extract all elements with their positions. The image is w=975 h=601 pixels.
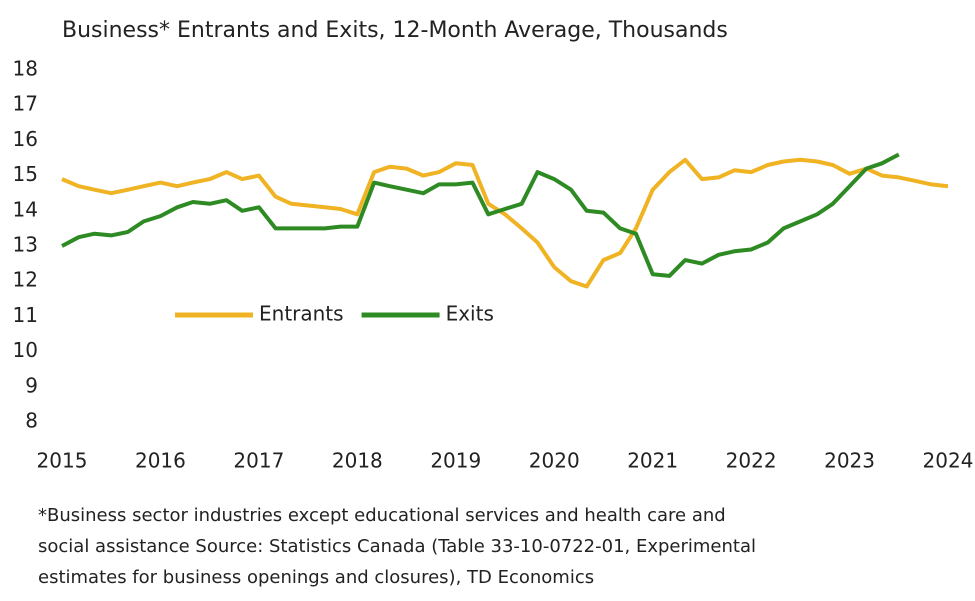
y-tick-label: 9 — [25, 373, 38, 397]
x-tick-label: 2023 — [824, 449, 875, 473]
line-series — [61, 152, 900, 278]
line-series — [61, 157, 949, 289]
x-tick-label: 2015 — [37, 449, 88, 473]
footnote: *Business sector industries except educa… — [38, 505, 726, 526]
legend-label: Entrants — [259, 302, 344, 326]
x-tick-label: 2021 — [627, 449, 678, 473]
chart-title: Business* Entrants and Exits, 12-Month A… — [62, 18, 728, 43]
y-tick-label: 18 — [13, 57, 38, 81]
footnote: social assistance Source: Statistics Can… — [38, 536, 756, 557]
x-tick-label: 2017 — [233, 449, 284, 473]
x-tick-label: 2022 — [726, 449, 777, 473]
y-tick-label: 14 — [13, 197, 38, 221]
y-tick-label: 13 — [13, 233, 38, 257]
legend-label: Exits — [446, 302, 494, 326]
y-tick-label: 8 — [25, 409, 38, 433]
x-tick-label: 2016 — [135, 449, 186, 473]
y-tick-label: 15 — [13, 162, 38, 186]
x-tick-label: 2019 — [430, 449, 481, 473]
y-tick-label: 17 — [13, 92, 38, 116]
x-tick-label: 2020 — [529, 449, 580, 473]
x-tick-label: 2024 — [923, 449, 974, 473]
y-tick-label: 11 — [13, 303, 38, 327]
footnote: estimates for business openings and clos… — [38, 567, 594, 588]
y-tick-label: 12 — [13, 268, 38, 292]
y-tick-label: 10 — [13, 338, 38, 362]
x-tick-label: 2018 — [332, 449, 383, 473]
y-tick-label: 16 — [13, 127, 38, 151]
